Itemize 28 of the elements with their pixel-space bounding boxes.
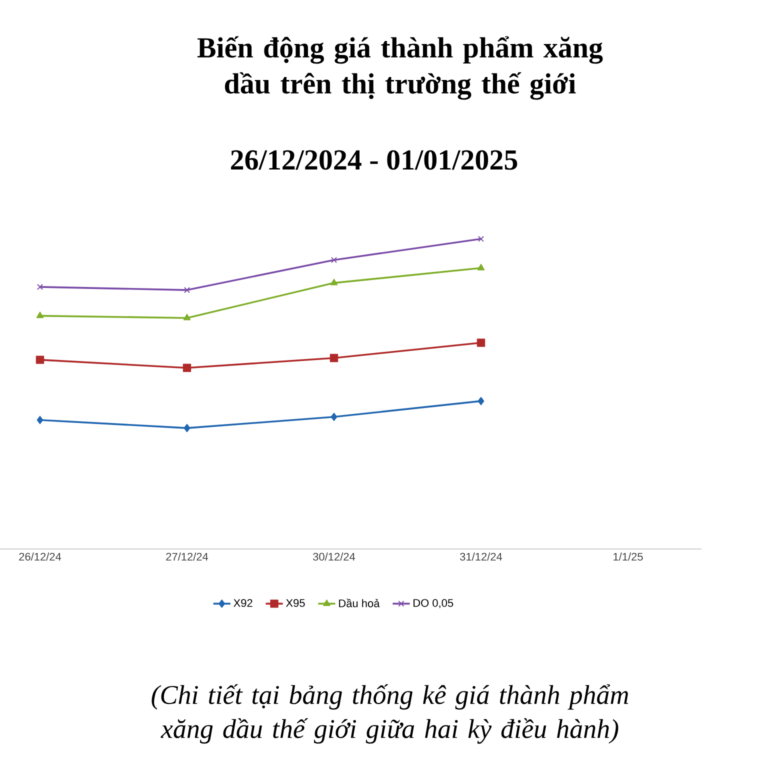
chart-title: Biến động giá thành phẩm xăng dầu trên thị trường thế giới <box>197 36 603 100</box>
point <box>36 416 44 424</box>
point <box>184 287 190 294</box>
point <box>478 396 484 406</box>
x-tick-label: 1/1/25 <box>614 552 643 561</box>
point <box>36 284 44 290</box>
x-tick-label: 27/12/24 <box>166 552 208 561</box>
point <box>184 424 190 432</box>
x-tick-label: 26/12/24 <box>19 552 62 561</box>
point <box>477 264 485 270</box>
x-tick-label: 31/12/24 <box>460 552 502 561</box>
legend-label: X95 <box>286 599 305 607</box>
point <box>476 338 486 347</box>
point <box>182 364 192 372</box>
point <box>330 412 338 421</box>
text: (Chi tiết tại bảng thống kê giá thành phẩm xăng dầu thế giới giữa hai kỳ điều hành) <box>152 684 628 744</box>
point <box>330 278 338 286</box>
point <box>478 236 484 242</box>
point <box>36 356 44 364</box>
point <box>330 256 338 264</box>
x-tick-label: 30/12/24 <box>313 552 356 561</box>
legend-label: X92 <box>234 599 252 607</box>
chart-subtitle: 26/12/2024 - 01/01/2025 <box>231 150 518 170</box>
point <box>183 314 191 320</box>
legend-label: Dầu hoả <box>339 598 380 608</box>
point <box>330 354 338 362</box>
point <box>36 312 44 318</box>
legend-label: DO 0,05 <box>414 599 454 608</box>
